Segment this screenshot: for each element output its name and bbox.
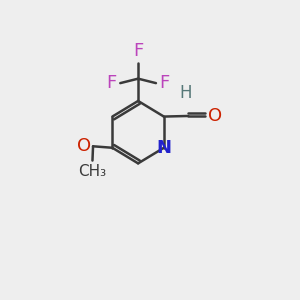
Text: N: N [156, 139, 171, 157]
Text: O: O [76, 137, 91, 155]
Text: CH₃: CH₃ [78, 164, 106, 179]
Text: O: O [208, 107, 222, 125]
Text: F: F [133, 42, 143, 60]
Text: F: F [160, 74, 170, 92]
Text: F: F [106, 74, 117, 92]
Text: H: H [180, 84, 192, 102]
